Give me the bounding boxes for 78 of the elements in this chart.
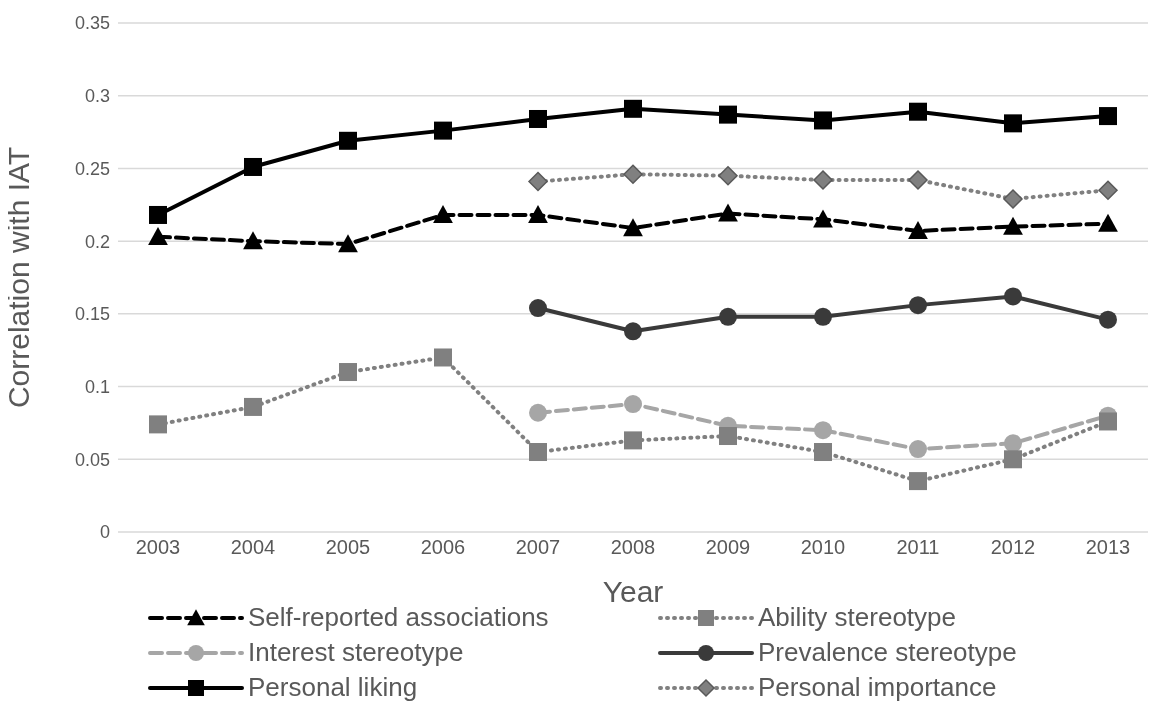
x-tick-label: 2006 <box>420 536 466 559</box>
point <box>718 165 738 186</box>
point <box>339 131 357 150</box>
point <box>909 102 927 121</box>
point <box>813 170 833 190</box>
point <box>908 170 928 190</box>
point <box>339 363 357 382</box>
point <box>1004 450 1022 469</box>
y-tick-label: 0 <box>99 522 110 543</box>
point <box>148 226 168 245</box>
point <box>1098 213 1118 232</box>
point <box>624 99 642 118</box>
point <box>1003 216 1023 235</box>
y-tick-label: 0.35 <box>74 13 110 34</box>
point <box>909 296 927 315</box>
point <box>243 231 263 250</box>
legend-label: Interest stereotype <box>248 637 464 668</box>
x-axis-title: Year <box>602 575 664 608</box>
point <box>338 234 358 253</box>
y-tick-label: 0.3 <box>84 86 110 107</box>
legend-label: Personal liking <box>248 672 418 703</box>
x-tick-label: 2005 <box>325 536 371 559</box>
point <box>814 111 832 130</box>
point <box>624 431 642 450</box>
point <box>149 205 167 224</box>
x-tick-label: 2008 <box>610 536 656 559</box>
point <box>718 203 738 222</box>
point <box>529 109 547 128</box>
point <box>1098 180 1118 200</box>
y-tick-label: 0.2 <box>84 231 110 252</box>
point <box>433 205 453 224</box>
x-tick-label: 2010 <box>800 536 846 559</box>
legend-label: Self-reported associations <box>248 602 549 633</box>
point <box>813 209 833 228</box>
legend-label: Ability stereotype <box>758 602 956 633</box>
legend-label: Prevalence stereotype <box>758 637 1017 668</box>
point <box>528 205 548 224</box>
point <box>1003 189 1023 209</box>
y-tick-label: 0.05 <box>74 449 110 470</box>
point <box>1004 434 1022 453</box>
point <box>434 121 452 140</box>
point <box>529 403 547 422</box>
point <box>624 395 642 414</box>
y-tick-label: 0.25 <box>74 158 110 179</box>
point <box>908 221 928 240</box>
point <box>1099 107 1117 126</box>
point <box>1004 287 1022 306</box>
point <box>244 397 262 416</box>
point <box>529 443 547 462</box>
point <box>909 472 927 491</box>
x-tick-label: 2003 <box>135 536 181 559</box>
x-tick-label: 2011 <box>896 536 940 559</box>
point <box>434 348 452 367</box>
point <box>814 443 832 462</box>
point <box>719 427 737 446</box>
point <box>528 171 548 192</box>
point <box>719 307 737 326</box>
point <box>623 218 643 237</box>
x-tick-label: 2009 <box>705 536 751 559</box>
point <box>244 157 262 176</box>
legend-label: Personal importance <box>758 672 997 703</box>
x-tick-label: 2012 <box>990 536 1036 559</box>
point <box>814 307 832 326</box>
point <box>149 415 167 434</box>
point <box>814 421 832 440</box>
point <box>1099 412 1117 431</box>
point <box>719 105 737 124</box>
point <box>1099 310 1117 329</box>
point <box>529 299 547 318</box>
point <box>1004 114 1022 133</box>
point <box>623 164 643 184</box>
y-tick-label: 0.15 <box>74 304 110 325</box>
point <box>909 440 927 459</box>
point <box>624 322 642 341</box>
y-tick-label: 0.1 <box>84 376 110 397</box>
x-tick-label: 2007 <box>515 536 561 559</box>
x-tick-label: 2013 <box>1085 536 1131 559</box>
x-tick-label: 2004 <box>230 536 276 559</box>
